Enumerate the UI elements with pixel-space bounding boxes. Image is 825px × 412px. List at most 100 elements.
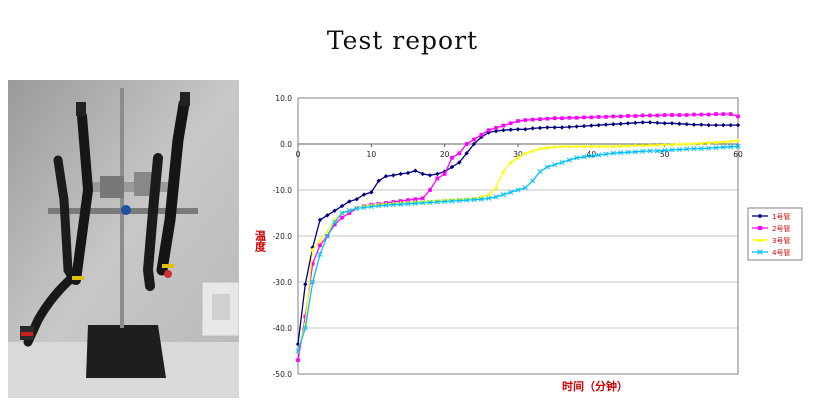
data-point (713, 122, 719, 128)
data-point (515, 187, 521, 193)
data-point (471, 197, 477, 203)
data-point (632, 149, 638, 155)
data-point (516, 119, 520, 123)
data-point (383, 174, 389, 179)
data-point (713, 139, 719, 144)
data-point (588, 153, 594, 159)
data-point (413, 197, 418, 202)
data-point (677, 141, 682, 146)
data-point (633, 143, 638, 148)
data-point (420, 171, 425, 177)
data-point (581, 154, 587, 160)
data-point (662, 113, 667, 117)
data-point (354, 205, 360, 211)
y-axis-label: 温度 (254, 229, 267, 253)
data-point (420, 200, 426, 206)
data-point (479, 132, 484, 137)
data-point (347, 199, 352, 204)
data-point (515, 127, 521, 132)
data-point (383, 202, 389, 208)
x-tick-label: 60 (733, 150, 743, 159)
data-point (456, 198, 462, 204)
plot-area-frame (297, 97, 739, 375)
x-tick-label: 10 (367, 150, 377, 159)
y-tick-label: -10.0 (273, 186, 293, 195)
data-point (684, 146, 690, 152)
data-point (545, 145, 550, 150)
data-point (494, 126, 498, 130)
data-point (676, 146, 682, 153)
y-tick-label: -50.0 (273, 370, 293, 379)
data-point (647, 142, 653, 147)
legend-marker (757, 225, 763, 231)
data-point (501, 123, 506, 128)
data-point (435, 176, 440, 181)
data-point (538, 117, 542, 122)
data-point (449, 198, 455, 204)
chart-series (295, 112, 741, 363)
data-point (508, 121, 513, 126)
data-point (640, 143, 645, 148)
legend-marker (757, 249, 763, 255)
data-point (669, 142, 675, 147)
data-point (640, 148, 646, 154)
data-point (317, 217, 323, 223)
data-point (442, 172, 447, 176)
legend-marker (757, 237, 763, 242)
data-point (566, 157, 572, 163)
data-point (472, 137, 476, 142)
data-point (493, 128, 499, 134)
data-point (728, 112, 733, 116)
data-point (508, 189, 514, 195)
data-point (354, 197, 359, 202)
data-point (574, 155, 580, 161)
data-point (625, 121, 631, 126)
data-point (735, 122, 741, 128)
data-point (391, 173, 396, 178)
data-point (530, 178, 536, 184)
data-point (589, 115, 594, 120)
data-point (596, 114, 601, 119)
data-point (478, 196, 484, 202)
data-point (501, 169, 506, 174)
data-point (537, 125, 543, 131)
apparatus-photo (8, 80, 239, 398)
data-point (310, 247, 315, 252)
chart-legend: 1号管 2号管 3号管 4号管 (747, 207, 803, 261)
data-point (303, 282, 308, 287)
data-point (603, 151, 609, 157)
data-point (610, 150, 616, 156)
y-tick-label: 0.0 (280, 140, 292, 149)
data-point (471, 141, 477, 147)
y-tick-label: -40.0 (273, 324, 293, 333)
data-point (735, 138, 741, 143)
data-point (508, 160, 513, 165)
data-point (398, 171, 403, 177)
data-point (721, 139, 726, 144)
data-point (728, 144, 734, 150)
data-point (464, 151, 469, 156)
data-point (450, 155, 454, 160)
data-point (310, 245, 315, 250)
data-point (368, 204, 374, 210)
data-point (720, 144, 726, 150)
data-point (691, 141, 697, 146)
data-point (574, 144, 579, 149)
data-point (376, 178, 381, 183)
data-point (427, 173, 433, 178)
data-point (493, 194, 499, 200)
data-point (552, 144, 557, 149)
data-point (655, 142, 660, 147)
data-point (406, 198, 410, 202)
data-point (493, 185, 499, 190)
data-point (582, 115, 586, 120)
data-point (346, 208, 352, 214)
data-point (603, 122, 609, 127)
data-point (611, 114, 616, 119)
data-point (611, 144, 616, 149)
y-tick-label: -30.0 (273, 278, 293, 287)
data-point (706, 145, 712, 151)
data-point (706, 140, 711, 145)
data-point (339, 210, 345, 216)
data-point (721, 112, 726, 116)
